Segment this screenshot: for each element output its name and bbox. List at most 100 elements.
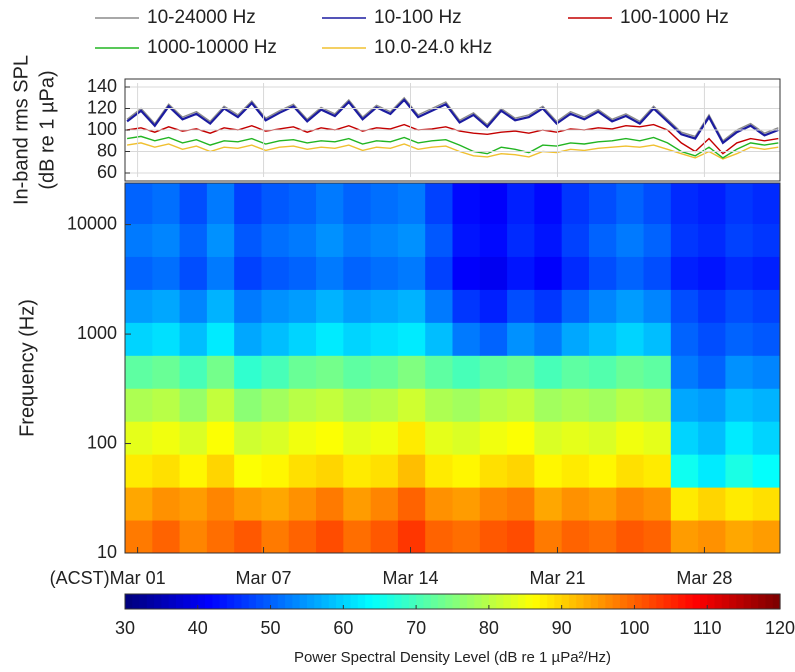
colorbar-step (634, 594, 643, 609)
heat-cell (343, 454, 372, 488)
heat-cell (643, 256, 672, 290)
heat-cell (234, 520, 262, 554)
heat-cell (643, 454, 672, 488)
heat-cell (261, 256, 290, 290)
colorbar-step (234, 594, 243, 609)
heat-cell (425, 355, 453, 389)
heat-cell (616, 421, 645, 455)
colorbar-tick-label: 80 (479, 618, 499, 638)
colorbar-step (736, 594, 745, 609)
heat-cell (316, 183, 344, 224)
heat-cell (288, 388, 317, 422)
colorbar-step (365, 594, 374, 609)
heat-cell (397, 183, 426, 224)
heat-cell (507, 520, 535, 554)
heat-cell (397, 454, 426, 488)
heat-cell (752, 454, 781, 488)
heat-cell (698, 256, 726, 290)
heat-cell (698, 454, 726, 488)
heat-cell (452, 256, 481, 290)
colorbar-tick-label: 60 (333, 618, 353, 638)
heat-cell (343, 256, 372, 290)
heat-cell (725, 183, 754, 224)
colorbar-step (205, 594, 213, 609)
heat-cell (343, 388, 372, 422)
y-axis-label: In-band rms SPL (10, 55, 32, 205)
heat-cell (534, 256, 563, 290)
heat-cell (588, 487, 617, 521)
heat-cell (561, 487, 590, 521)
colorbar-step (707, 594, 716, 609)
heat-cell (425, 256, 453, 290)
heat-cell (288, 256, 317, 290)
heat-cell (343, 322, 372, 356)
heat-cell (370, 183, 399, 224)
heat-cell (561, 256, 590, 290)
colorbar-tick-label: 120 (765, 618, 795, 638)
heat-cell (152, 388, 181, 422)
colorbar-step (598, 594, 606, 609)
heat-cell (616, 256, 645, 290)
heat-cell (643, 355, 672, 389)
colorbar-step (445, 594, 454, 609)
heat-cell (452, 520, 481, 554)
heat-cell (725, 322, 754, 356)
heat-cell (752, 520, 781, 554)
heat-cell (616, 487, 645, 521)
heat-cell (725, 223, 754, 257)
heat-cell (125, 487, 153, 521)
heat-cell (288, 289, 317, 323)
heat-cell (534, 487, 563, 521)
heat-cell (206, 388, 235, 422)
heat-cell (316, 223, 344, 257)
colorbar-step (248, 594, 257, 609)
heat-cell (206, 183, 235, 224)
heat-cell (561, 223, 590, 257)
heat-cell (179, 520, 208, 554)
heat-cell (179, 388, 208, 422)
heat-cell (752, 183, 781, 224)
colorbar-step (197, 594, 206, 609)
colorbar-step (765, 594, 774, 609)
heat-cell (288, 322, 317, 356)
colorbar-step (568, 594, 577, 609)
heat-cell (452, 388, 481, 422)
colorbar-tick-label: 40 (188, 618, 208, 638)
heat-cell (616, 388, 645, 422)
heat-cell (288, 223, 317, 257)
colorbar-frame (124, 593, 781, 610)
heat-cell (370, 355, 399, 389)
heat-cell (261, 183, 290, 224)
heat-cell (316, 256, 344, 290)
line-series (126, 98, 779, 145)
colorbar-step (336, 594, 344, 609)
heat-cell (534, 520, 563, 554)
heat-cell (261, 289, 290, 323)
heat-cell (507, 322, 535, 356)
heat-cell (752, 289, 781, 323)
heat-cell (752, 388, 781, 422)
heat-cell (288, 454, 317, 488)
colorbar-step (154, 594, 162, 609)
heat-cell (397, 289, 426, 323)
heat-cell (479, 487, 508, 521)
heat-cell (670, 388, 699, 422)
colorbar-step (212, 594, 221, 609)
y-tick-label: 100 (87, 119, 117, 139)
heat-cell (670, 223, 699, 257)
colorbar-step (219, 594, 228, 609)
y-tick-label: 1000 (77, 323, 117, 343)
y-tick-label: 10 (97, 542, 117, 562)
heat-cell (316, 454, 344, 488)
y-axis-label: Frequency (Hz) (16, 299, 38, 437)
heat-cell (561, 183, 590, 224)
colorbar-step (714, 594, 723, 609)
colorbar-step (554, 594, 563, 609)
heat-cell (616, 322, 645, 356)
x-tick-label: Mar 01 (110, 568, 166, 588)
heat-cell (316, 487, 344, 521)
y-tick-label: 80 (97, 140, 117, 160)
y-tick-label: 10000 (67, 213, 117, 233)
colorbar-step (758, 594, 767, 609)
heat-cell (397, 388, 426, 422)
